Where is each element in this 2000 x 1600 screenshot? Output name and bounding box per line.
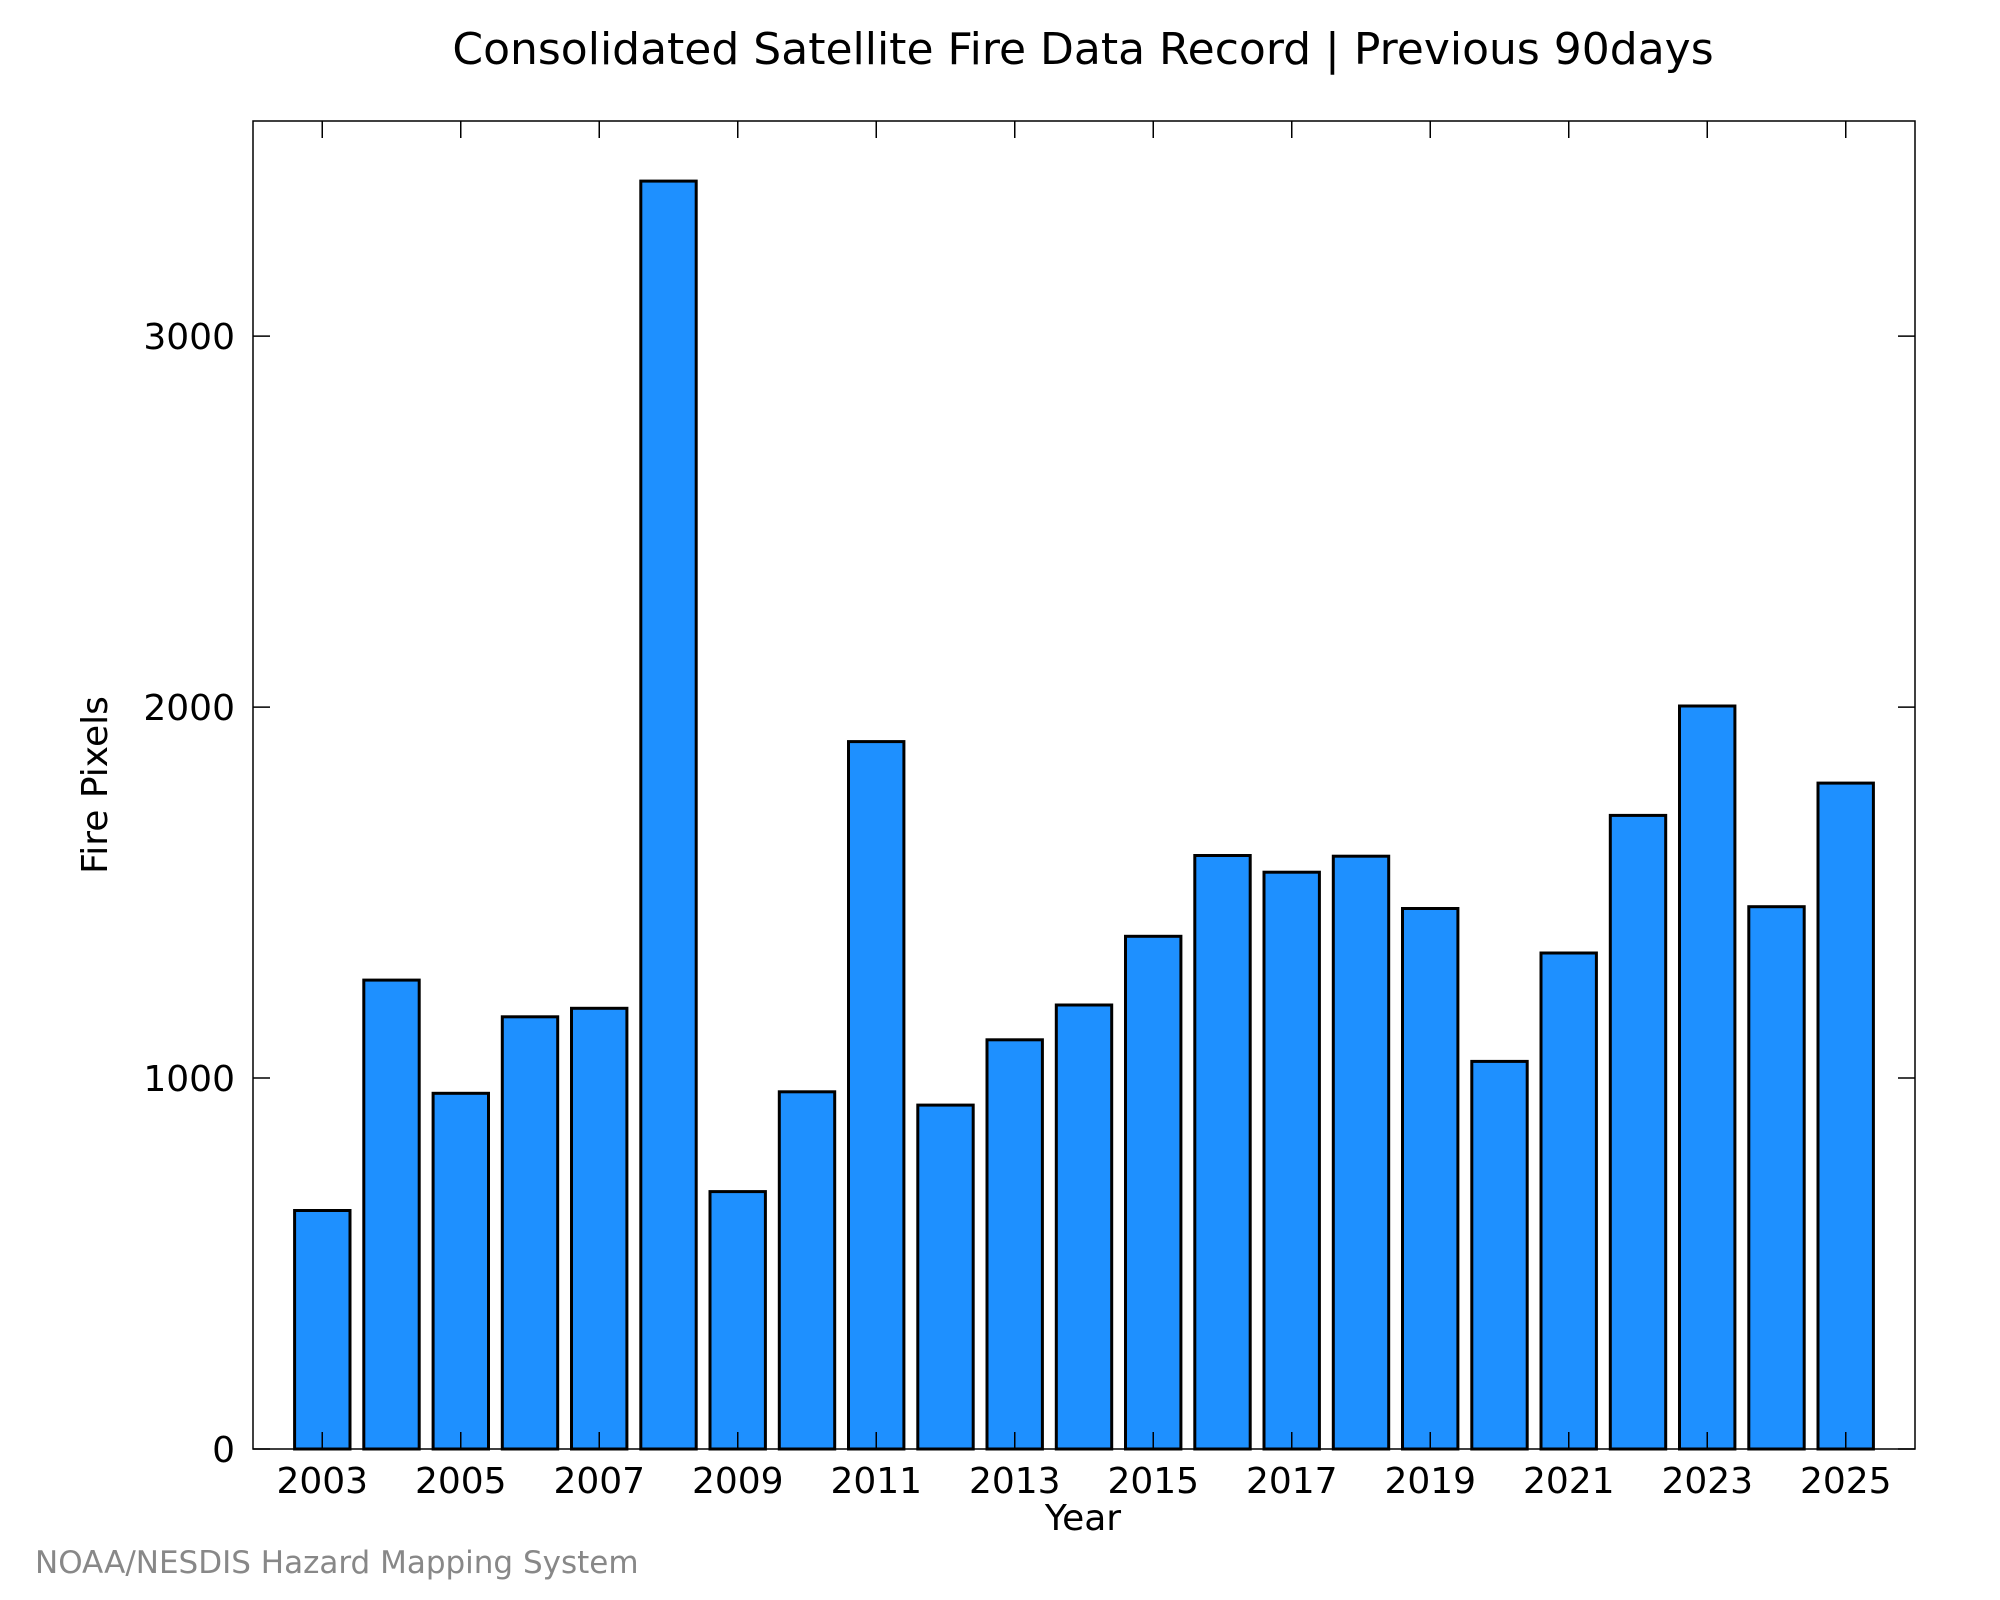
bar-2008: [639, 179, 698, 1451]
bar-2006: [500, 1015, 560, 1451]
bar-2021: [1539, 951, 1598, 1451]
x-tick-label: 2007: [553, 1461, 645, 1502]
bar-2004: [362, 978, 421, 1451]
x-axis-label: Year: [1044, 1498, 1121, 1539]
x-tick-label: 2003: [276, 1461, 368, 1502]
bar-2017: [1262, 870, 1321, 1451]
y-tick-label: 0: [212, 1430, 235, 1471]
bar-2009: [708, 1190, 767, 1451]
y-tick-label: 3000: [143, 317, 235, 358]
bar-2015: [1124, 934, 1183, 1451]
bar-2007: [570, 1006, 629, 1451]
bar-2025: [1816, 781, 1875, 1451]
x-tick-label: 2019: [1384, 1461, 1476, 1502]
bar-2018: [1331, 854, 1391, 1451]
x-tick-label: 2015: [1107, 1461, 1199, 1502]
x-tick-label: 2023: [1661, 1461, 1753, 1502]
plot-frame: [252, 120, 1916, 1450]
x-tick-label: 2017: [1246, 1461, 1338, 1502]
bar-2023: [1678, 704, 1737, 1451]
bar-2024: [1747, 905, 1806, 1451]
bar-2010: [777, 1090, 837, 1451]
bar-2012: [916, 1103, 975, 1451]
bar-2016: [1193, 854, 1252, 1451]
x-tick-label: 2021: [1523, 1461, 1615, 1502]
bar-2020: [1470, 1059, 1529, 1451]
y-axis-label: Fire Pixels: [75, 696, 116, 874]
x-tick-label: 2005: [415, 1461, 507, 1502]
bar-2003: [293, 1209, 352, 1451]
x-tick-label: 2009: [692, 1461, 784, 1502]
bar-2022: [1608, 813, 1668, 1451]
bar-2014: [1054, 1003, 1114, 1451]
bar-2005: [431, 1091, 491, 1451]
x-tick-label: 2013: [969, 1461, 1061, 1502]
source-credit: NOAA/NESDIS Hazard Mapping System: [35, 1545, 639, 1581]
x-axis: 2003 2005 2007 2009 2011 2013 2015 2017 2019 2021…: [276, 121, 1892, 1502]
bar-2011: [847, 740, 906, 1451]
bar-series: [293, 179, 1875, 1451]
chart-title: Consolidated Satellite Fire Data Record …: [452, 24, 1713, 75]
x-tick-label: 2011: [830, 1461, 922, 1502]
bar-2019: [1401, 907, 1460, 1451]
y-axis: 0 1000 2000 3000: [143, 317, 1915, 1471]
y-tick-label: 1000: [143, 1059, 235, 1100]
x-tick-label: 2025: [1800, 1461, 1892, 1502]
y-tick-label: 2000: [143, 688, 235, 729]
bar-2013: [985, 1038, 1044, 1451]
